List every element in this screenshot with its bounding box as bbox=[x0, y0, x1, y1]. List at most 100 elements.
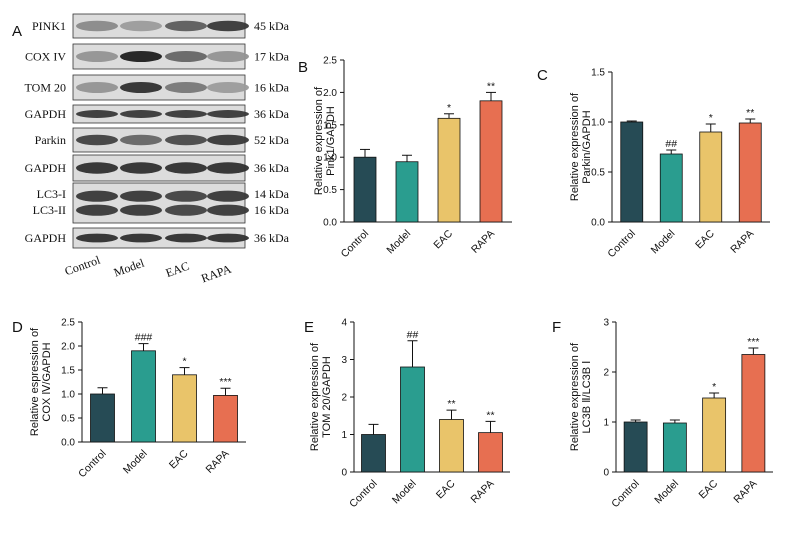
y-tick-label: 0.5 bbox=[591, 168, 605, 179]
y-tick-label: 0.0 bbox=[591, 218, 605, 229]
y-tick-label: 0 bbox=[341, 468, 347, 479]
y-tick-label: 0.0 bbox=[61, 438, 75, 449]
bar-eac bbox=[702, 397, 727, 473]
panel-letter-e: E bbox=[304, 319, 314, 336]
blot-protein-label: Parkin bbox=[35, 133, 66, 147]
blot-band bbox=[76, 82, 118, 93]
x-category-label: EAC bbox=[167, 447, 191, 471]
significance-marker: ### bbox=[135, 332, 153, 344]
blot-band bbox=[207, 82, 249, 93]
bar-eac bbox=[439, 419, 464, 473]
blot-protein-label: COX IV bbox=[25, 50, 66, 64]
y-axis-label: Parkin/GAPDH bbox=[581, 110, 593, 183]
bar-rapa bbox=[741, 354, 766, 473]
blot-band bbox=[120, 233, 162, 243]
x-category-label: EAC bbox=[693, 227, 717, 251]
significance-marker: * bbox=[182, 356, 186, 368]
x-category-label: RAPA bbox=[468, 478, 496, 506]
bar-model bbox=[659, 153, 683, 223]
significance-marker: ** bbox=[447, 398, 455, 410]
blot-protein-label: GAPDH bbox=[25, 161, 67, 175]
panel-letter-d: D bbox=[12, 319, 23, 336]
bar-rapa bbox=[479, 100, 503, 223]
blot-band bbox=[165, 190, 207, 202]
y-tick-label: 2.5 bbox=[323, 56, 337, 67]
y-tick-label: 1.5 bbox=[61, 366, 75, 377]
bar-model bbox=[131, 350, 156, 443]
y-axis-label: Relative expression of bbox=[569, 342, 581, 451]
y-tick-label: 1 bbox=[341, 430, 347, 441]
y-tick-label: 2 bbox=[341, 393, 347, 404]
blot-band bbox=[76, 110, 118, 118]
blot-band bbox=[165, 110, 207, 118]
blot-band bbox=[76, 134, 118, 146]
chart-panel-d: D 0.0 0.5 1.0 1.5 2.0 2.5 Relative espression o… bbox=[12, 318, 246, 480]
blot-lane-label: Model bbox=[112, 255, 147, 279]
blot-size-label: 16 kDa bbox=[254, 81, 290, 95]
significance-marker: * bbox=[709, 112, 713, 124]
bar-control bbox=[361, 434, 386, 473]
blot-size-label: 14 kDa bbox=[254, 187, 290, 201]
blot-size-label: 16 kDa bbox=[254, 203, 290, 217]
bar-model bbox=[662, 422, 687, 473]
x-category-label: Model bbox=[384, 228, 413, 257]
blot-band bbox=[120, 110, 162, 118]
y-tick-label: 3 bbox=[341, 355, 347, 366]
bar-chart-panels: B 0.0 0.5 1.0 1.5 2.0 2.5 Relative expression o… bbox=[12, 56, 773, 510]
y-axis-label: TOM 20/GAPDH bbox=[321, 356, 333, 438]
y-tick-label: 4 bbox=[341, 318, 347, 329]
chart-panel-e: E 0 1 2 3 4 Relative expression of TOM 20/GAPDH… bbox=[304, 318, 510, 510]
y-axis-label: Relative espression of bbox=[29, 327, 41, 436]
blot-size-label: 52 kDa bbox=[254, 133, 290, 147]
blot-band bbox=[120, 190, 162, 202]
blot-band bbox=[207, 134, 249, 146]
y-tick-label: 0.5 bbox=[323, 185, 337, 196]
y-tick-label: 2.0 bbox=[323, 88, 337, 99]
blot-protein-label: TOM 20 bbox=[25, 81, 66, 95]
x-category-label: Control bbox=[76, 448, 108, 480]
blot-band bbox=[120, 204, 162, 216]
blot-strip-7: LC3-I LC3-II 14 kDa 16 kDa bbox=[33, 182, 290, 224]
bar-eac bbox=[172, 374, 197, 443]
y-tick-label: 1.0 bbox=[323, 153, 337, 164]
blot-band bbox=[120, 82, 162, 93]
bar-rapa bbox=[213, 395, 238, 443]
bar-rapa bbox=[478, 432, 503, 473]
significance-marker: ** bbox=[746, 107, 754, 119]
chart-panel-f: F 0 1 2 3 Relative expression of LC3B Ⅱ/LC3B Ⅰ… bbox=[552, 318, 773, 510]
blot-strip-8: GAPDH 36 kDa bbox=[25, 227, 290, 249]
panel-letter-f: F bbox=[552, 319, 561, 336]
blot-band bbox=[207, 204, 249, 216]
bar-control bbox=[620, 121, 644, 223]
y-tick-label: 3 bbox=[603, 318, 609, 329]
bar-control bbox=[353, 156, 377, 223]
blot-band bbox=[165, 82, 207, 93]
blot-size-label: 36 kDa bbox=[254, 107, 290, 121]
significance-marker: *** bbox=[219, 376, 231, 388]
blot-strip-4: GAPDH 36 kDa bbox=[25, 104, 290, 124]
blot-band bbox=[165, 204, 207, 216]
chart-panel-c: C 0.0 0.5 1.0 1.5 Relative expression of Parki… bbox=[537, 67, 770, 260]
x-category-label: Control bbox=[605, 228, 637, 260]
blot-band bbox=[120, 134, 162, 146]
blot-protein-label: PINK1 bbox=[32, 19, 66, 33]
blot-size-label: 17 kDa bbox=[254, 50, 290, 64]
blot-strip-6: GAPDH 36 kDa bbox=[25, 154, 290, 182]
blot-band bbox=[76, 190, 118, 202]
panel-letter-a: A bbox=[12, 23, 22, 40]
y-tick-label: 1 bbox=[603, 418, 609, 429]
x-category-label: Control bbox=[339, 228, 371, 260]
blot-band bbox=[207, 20, 249, 32]
blot-strip-3: TOM 20 16 kDa bbox=[25, 74, 290, 101]
blot-strip-5: Parkin 52 kDa bbox=[35, 127, 290, 153]
significance-marker: * bbox=[712, 381, 716, 393]
blot-band bbox=[165, 20, 207, 32]
y-tick-label: 2 bbox=[603, 368, 609, 379]
blot-band bbox=[207, 110, 249, 118]
blot-band bbox=[207, 162, 249, 174]
blot-band bbox=[165, 233, 207, 243]
blot-size-label: 36 kDa bbox=[254, 231, 290, 245]
bar-model bbox=[395, 161, 419, 223]
x-category-label: EAC bbox=[431, 227, 455, 251]
